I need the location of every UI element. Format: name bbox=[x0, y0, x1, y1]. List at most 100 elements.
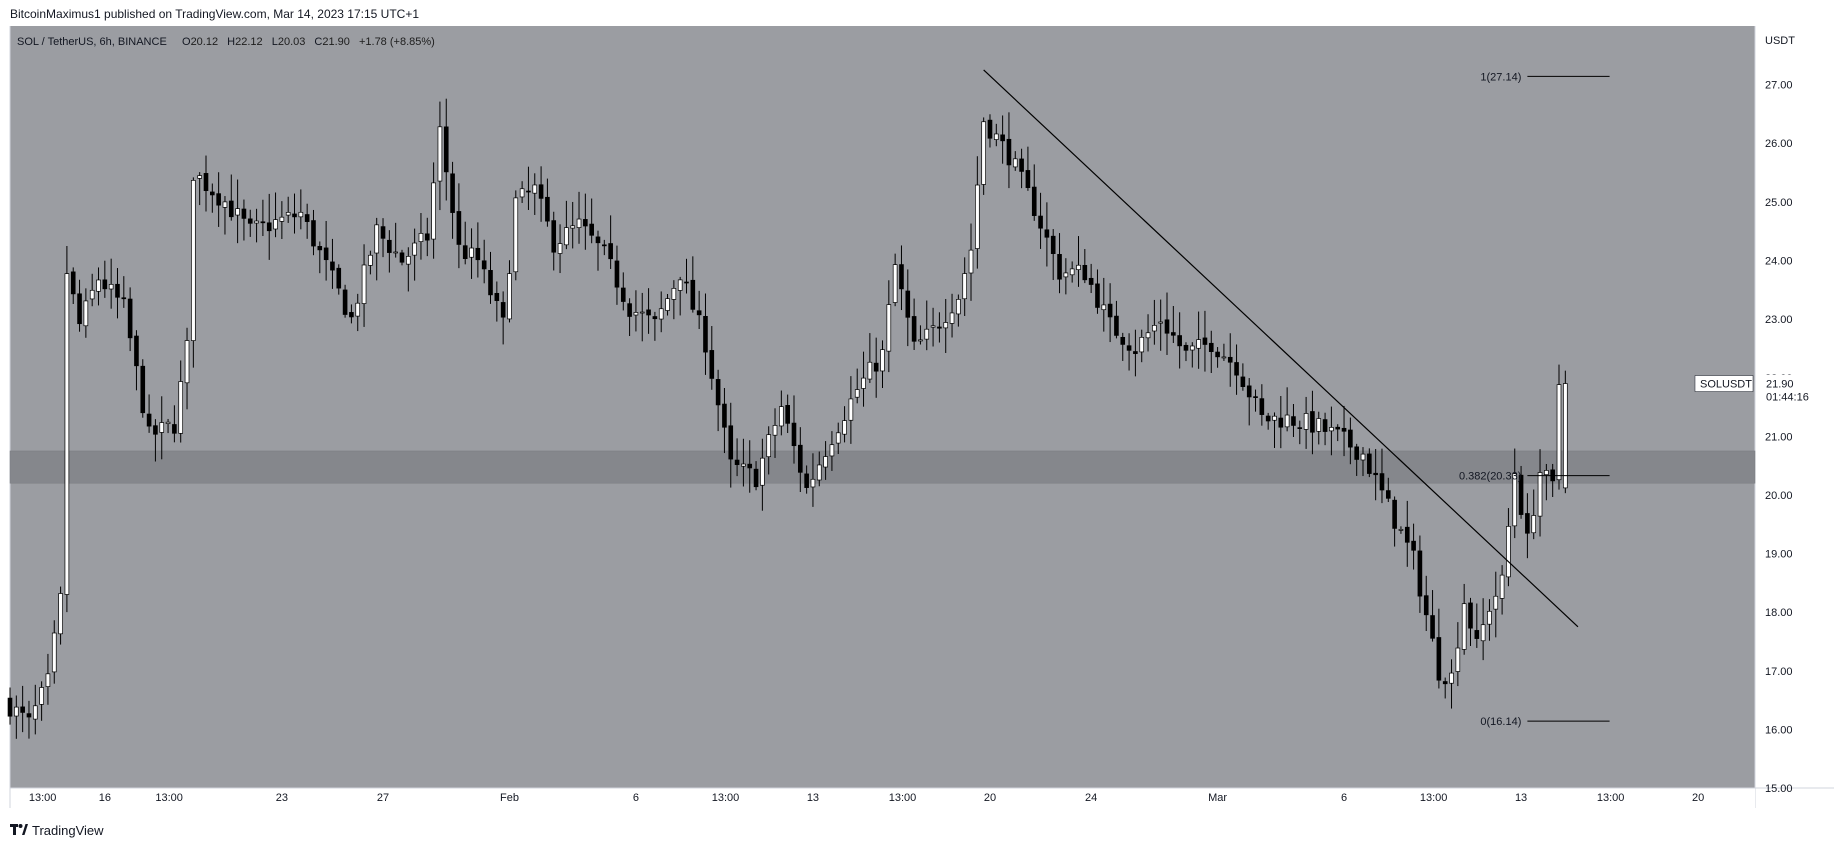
descending-trendline[interactable] bbox=[983, 69, 1579, 628]
candle-body bbox=[602, 244, 607, 247]
candle-body bbox=[1164, 319, 1170, 334]
candle-body bbox=[1006, 138, 1012, 166]
candle-body bbox=[1095, 283, 1100, 308]
close-label: C bbox=[314, 36, 322, 48]
time-tick-label: 23 bbox=[276, 792, 288, 804]
candle-body bbox=[361, 264, 367, 304]
candle-body bbox=[886, 304, 892, 352]
candle-body bbox=[1253, 396, 1258, 399]
candle-body bbox=[1310, 411, 1315, 433]
candle-body bbox=[380, 226, 386, 239]
price-tag-value: 21.90 bbox=[1766, 379, 1794, 391]
candle-body bbox=[235, 208, 240, 216]
candle-body bbox=[1297, 427, 1303, 429]
candle-body bbox=[652, 316, 658, 320]
high-value: 22.12 bbox=[235, 36, 263, 48]
candle-body bbox=[1278, 417, 1284, 428]
candle-body bbox=[1082, 265, 1088, 281]
candle-body bbox=[1038, 215, 1043, 229]
open-value: 20.12 bbox=[191, 36, 219, 48]
candle-body bbox=[987, 119, 993, 139]
fib-level-label: 0(16.14) bbox=[1480, 716, 1521, 728]
candle-body bbox=[393, 251, 398, 254]
candle-body bbox=[1107, 303, 1113, 318]
candle-body bbox=[1335, 426, 1341, 430]
price-tick-label: 25.00 bbox=[1765, 197, 1793, 209]
candle-body bbox=[804, 473, 809, 488]
candle-body bbox=[488, 270, 493, 296]
candle-body bbox=[323, 247, 329, 261]
candle-body bbox=[975, 184, 980, 249]
candle-body bbox=[1537, 472, 1543, 517]
candle-body bbox=[646, 309, 651, 316]
support-zone bbox=[9, 450, 1756, 484]
candle-body bbox=[861, 377, 866, 389]
price-axis-pane[interactable] bbox=[1755, 26, 1834, 788]
candle-body bbox=[39, 687, 44, 705]
candle-body bbox=[570, 225, 576, 229]
candle-body bbox=[431, 182, 436, 240]
price-axis-unit: USDT bbox=[1765, 35, 1795, 47]
candle-body bbox=[981, 121, 986, 185]
candle-body bbox=[153, 425, 158, 435]
candle-body bbox=[1417, 550, 1423, 597]
candle-body bbox=[816, 464, 822, 481]
candle-body bbox=[96, 279, 101, 292]
time-axis-pane[interactable] bbox=[10, 788, 1755, 808]
chart-pane[interactable] bbox=[10, 26, 1755, 788]
candle-body bbox=[747, 463, 753, 469]
candle-body bbox=[1367, 453, 1372, 474]
candle-body bbox=[1088, 277, 1094, 285]
candle-body bbox=[494, 292, 500, 301]
candle-body bbox=[1265, 415, 1271, 422]
candle-body bbox=[924, 328, 930, 340]
candle-body bbox=[247, 218, 253, 224]
candle-body bbox=[1499, 574, 1505, 599]
price-tick-label: 24.00 bbox=[1765, 255, 1793, 267]
candle-body bbox=[1563, 383, 1568, 489]
candle-body bbox=[1518, 474, 1524, 515]
candle-body bbox=[1076, 264, 1081, 271]
candle-body bbox=[930, 325, 936, 328]
candle-body bbox=[1012, 158, 1018, 168]
candle-body bbox=[1196, 339, 1201, 349]
candle-body bbox=[121, 297, 127, 300]
candle-body bbox=[292, 213, 297, 218]
candle-body bbox=[772, 425, 778, 436]
time-tick-label: 13:00 bbox=[889, 792, 917, 804]
candle-body bbox=[336, 267, 342, 289]
candle-body bbox=[443, 126, 449, 173]
tradingview-brand: TradingView bbox=[32, 823, 104, 838]
candle-body bbox=[1360, 453, 1366, 461]
symbol-label: SOL / TetherUS, 6h, BINANCE bbox=[17, 36, 167, 48]
candle-body bbox=[45, 673, 51, 687]
candle-body bbox=[228, 200, 234, 218]
candle-body bbox=[810, 478, 816, 488]
candle-body bbox=[254, 220, 259, 224]
price-tag-countdown: 01:44:16 bbox=[1766, 392, 1809, 404]
candle-body bbox=[854, 389, 860, 398]
candle-body bbox=[867, 361, 873, 380]
candle-body bbox=[159, 422, 165, 433]
symbol-tag-text: SOLUSDT bbox=[1700, 379, 1752, 391]
candle-body bbox=[1411, 540, 1416, 551]
candle-body bbox=[892, 264, 898, 303]
candle-body bbox=[1468, 602, 1473, 629]
candle-body bbox=[330, 261, 335, 271]
candle-body bbox=[576, 218, 582, 228]
time-tick-label: 13:00 bbox=[1597, 792, 1625, 804]
candle-body bbox=[1284, 414, 1290, 428]
candle-body bbox=[260, 221, 266, 224]
candle-body bbox=[102, 279, 108, 290]
candle-body bbox=[779, 406, 784, 427]
candle-body bbox=[399, 252, 405, 263]
candle-body bbox=[1126, 345, 1132, 351]
candle-body bbox=[456, 211, 462, 245]
candle-body bbox=[146, 413, 152, 427]
candle-body bbox=[956, 299, 961, 315]
candle-body bbox=[962, 273, 968, 300]
candle-body bbox=[633, 312, 639, 316]
candle-body bbox=[279, 216, 285, 222]
time-tick-label: 13:00 bbox=[1420, 792, 1448, 804]
